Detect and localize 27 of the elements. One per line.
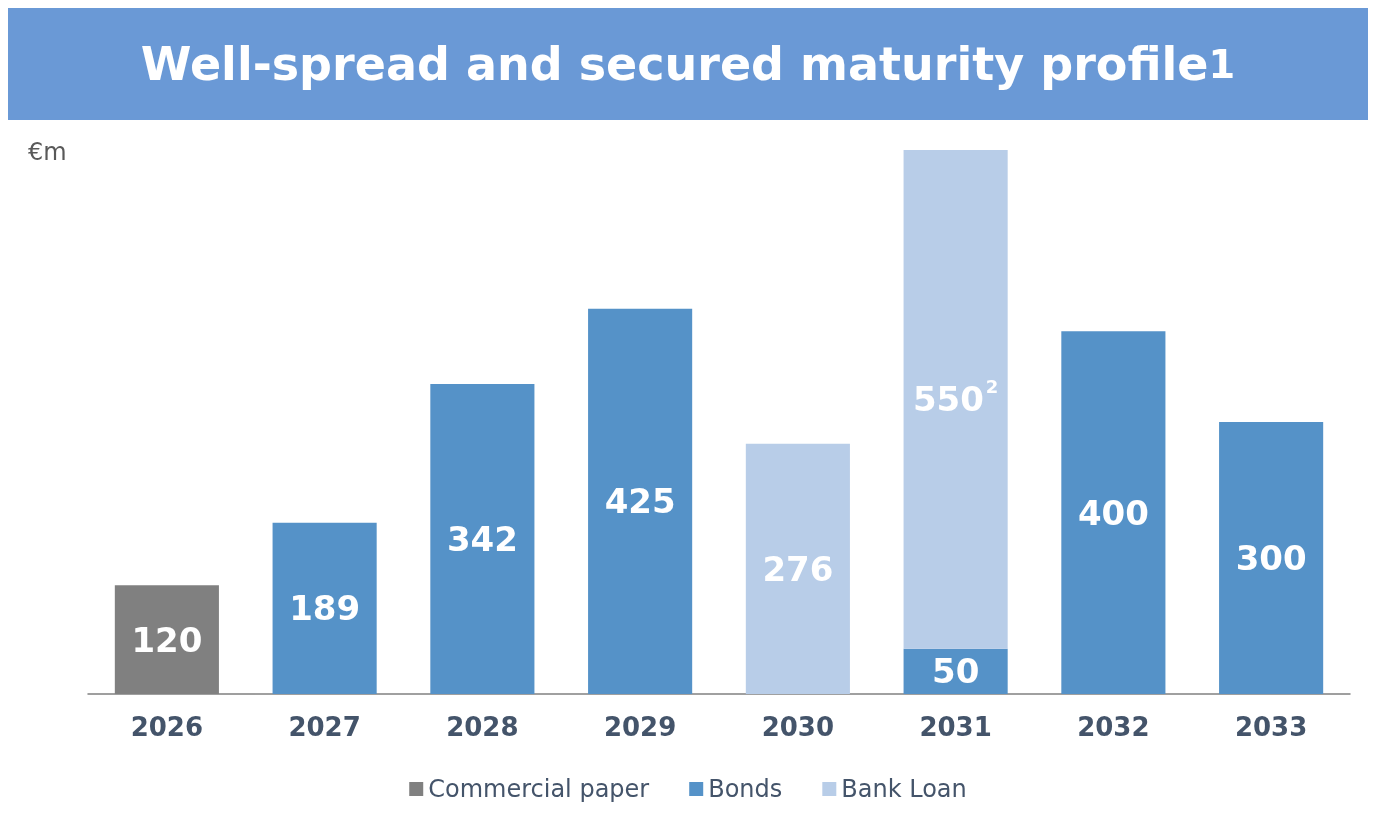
x-tick-label: 2030 xyxy=(761,712,835,742)
x-tick-label: 2026 xyxy=(130,712,204,742)
bar xyxy=(272,522,377,694)
bar xyxy=(430,383,535,694)
data-label: 120 xyxy=(131,619,203,660)
data-label: 400 xyxy=(1077,492,1149,533)
bar xyxy=(903,150,1008,649)
legend-label: Bonds xyxy=(708,775,783,803)
data-label: 342 xyxy=(446,518,518,559)
x-tick-label: 2033 xyxy=(1234,712,1308,742)
bar xyxy=(1219,422,1324,694)
x-tick-label: 2027 xyxy=(288,712,361,742)
x-tick-label: 2031 xyxy=(919,712,992,742)
x-tick-label: 2028 xyxy=(446,712,519,742)
bar xyxy=(588,308,693,694)
x-tick-label: 2032 xyxy=(1077,712,1150,742)
data-label: 300 xyxy=(1235,538,1307,578)
legend-label: Bank Loan xyxy=(841,775,967,803)
data-label: 189 xyxy=(289,588,361,629)
data-label: 276 xyxy=(762,548,834,589)
data-label: 425 xyxy=(604,481,676,522)
x-tick-label: 2029 xyxy=(603,712,677,742)
bar xyxy=(745,443,850,694)
y-axis-title: €m xyxy=(28,138,67,166)
bar xyxy=(1061,331,1166,694)
data-label: 50 xyxy=(931,651,980,692)
legend-label: Commercial paper xyxy=(428,775,650,803)
